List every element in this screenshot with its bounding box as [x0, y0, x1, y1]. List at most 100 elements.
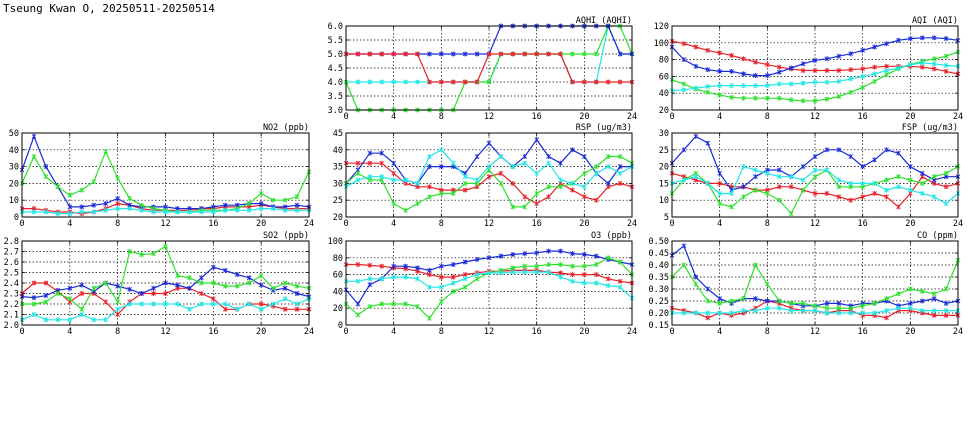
data-point: [812, 79, 818, 85]
data-point: [187, 306, 192, 312]
x-tick-label: 20: [905, 219, 915, 229]
x-tick-label: 16: [208, 327, 218, 337]
y-tick-label: 30: [659, 129, 669, 139]
data-point: [753, 174, 758, 180]
data-point: [836, 94, 842, 100]
data-point: [43, 317, 49, 323]
y-tick-label: 5.5: [328, 36, 343, 46]
data-point: [558, 160, 563, 166]
data-point: [896, 174, 901, 180]
data-point: [522, 251, 528, 257]
data-point: [741, 95, 746, 101]
data-point: [31, 312, 37, 317]
data-point: [593, 280, 599, 286]
data-point: [836, 147, 842, 153]
data-point: [860, 66, 865, 72]
data-point: [812, 190, 818, 196]
data-point: [693, 281, 699, 287]
data-point: [498, 154, 504, 160]
data-point: [812, 98, 818, 104]
data-point: [367, 262, 373, 268]
data-point: [211, 296, 216, 302]
data-point: [812, 174, 818, 180]
data-point: [884, 187, 889, 193]
data-point: [765, 170, 770, 176]
y-tick-label: 2.6: [4, 258, 19, 268]
data-point: [115, 201, 120, 207]
data-point: [693, 44, 699, 50]
chart-title: AQHI (AQHI): [576, 16, 632, 26]
data-point: [31, 209, 37, 215]
data-point: [403, 207, 408, 213]
data-point: [355, 312, 361, 318]
data-point: [415, 51, 420, 57]
data-point: [211, 280, 216, 286]
data-point: [546, 160, 551, 166]
data-point: [258, 273, 264, 279]
y-tick-label: 3.0: [328, 106, 343, 116]
data-point: [617, 170, 623, 176]
data-point: [439, 79, 444, 85]
x-tick-label: 24: [953, 219, 963, 229]
data-point: [617, 79, 623, 85]
data-point: [67, 317, 73, 323]
data-point: [546, 51, 551, 57]
data-point: [222, 207, 228, 213]
data-point: [355, 51, 361, 57]
data-point: [282, 207, 288, 213]
data-point: [931, 291, 937, 297]
data-point: [379, 276, 385, 282]
data-point: [427, 272, 432, 278]
x-tick-label: 0: [343, 219, 348, 229]
data-point: [534, 263, 539, 269]
x-tick-label: 8: [439, 327, 444, 337]
data-point: [474, 177, 480, 183]
x-tick-label: 20: [579, 327, 589, 337]
data-point: [367, 150, 373, 156]
data-point: [486, 174, 492, 180]
x-tick-label: 4: [67, 219, 72, 229]
data-point: [896, 291, 901, 297]
data-point: [753, 167, 758, 173]
chart-title: CO (ppm): [917, 231, 958, 241]
data-point: [415, 276, 420, 282]
data-point: [765, 73, 770, 79]
data-point: [753, 95, 758, 101]
y-tick-label: 2.8: [4, 237, 19, 247]
data-point: [570, 51, 575, 57]
data-point: [605, 255, 611, 261]
data-point: [510, 269, 516, 275]
data-point: [693, 174, 699, 180]
x-tick-label: 0: [669, 219, 674, 229]
data-point: [151, 301, 156, 307]
data-point: [127, 249, 132, 254]
data-point: [427, 154, 432, 160]
data-point: [199, 280, 204, 286]
data-point: [450, 288, 456, 294]
data-point: [824, 96, 830, 102]
data-point: [593, 262, 599, 268]
data-point: [741, 71, 746, 77]
data-point: [884, 147, 889, 153]
data-point: [836, 305, 842, 311]
data-point: [534, 269, 539, 275]
x-tick-label: 8: [439, 112, 444, 122]
data-point: [681, 177, 687, 183]
x-tick-label: 20: [905, 327, 915, 337]
y-tick-label: 2.0: [4, 321, 19, 331]
data-point: [582, 51, 587, 57]
series-cyan: [19, 206, 312, 217]
y-tick-label: 2.4: [4, 279, 19, 289]
data-point: [717, 83, 722, 89]
data-point: [294, 202, 300, 208]
data-point: [55, 291, 61, 296]
data-point: [462, 187, 468, 193]
data-point: [908, 36, 913, 42]
data-point: [693, 310, 699, 316]
data-point: [788, 300, 794, 306]
data-point: [139, 301, 144, 307]
data-point: [860, 303, 865, 309]
chart-title: AQI (AQI): [912, 16, 958, 26]
x-tick-label: 24: [627, 219, 637, 229]
